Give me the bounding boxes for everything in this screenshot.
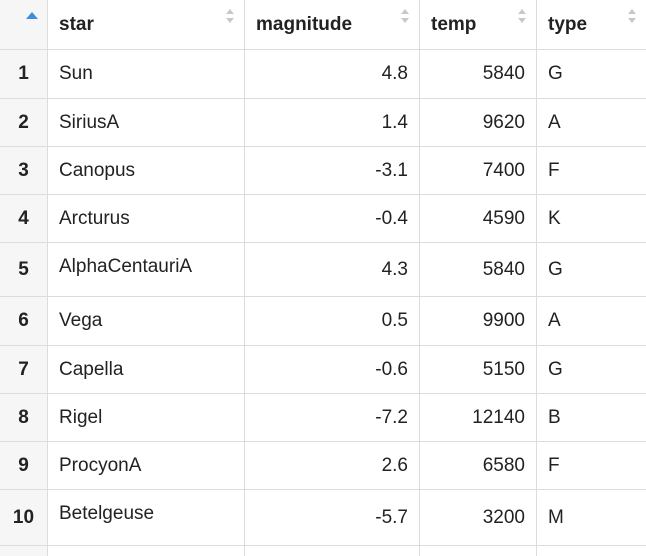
star-cell: Capella	[48, 346, 245, 393]
header-magnitude[interactable]: magnitude	[245, 0, 420, 49]
row-index: 3	[0, 147, 48, 194]
star-cell: Canopus	[48, 147, 245, 194]
header-temp[interactable]: temp	[420, 0, 537, 49]
type-cell: A	[548, 111, 561, 133]
sort-icon	[628, 9, 636, 23]
temp-cell: 4590	[420, 195, 537, 242]
temp-cell: 7400	[420, 147, 537, 194]
type-cell: M	[548, 506, 564, 528]
temp-cell: 5840	[420, 243, 537, 296]
row-index: 5	[0, 243, 48, 296]
header-type[interactable]: type	[537, 0, 646, 49]
header-star-label: star	[59, 13, 94, 35]
sort-ascending-icon	[26, 12, 38, 19]
magnitude-cell: -0.6	[245, 346, 420, 393]
sort-icon	[226, 9, 234, 23]
temp-cell: 6580	[420, 442, 537, 489]
star-cell: Betelgeuse	[48, 490, 245, 545]
footer-magnitude-cell	[245, 546, 420, 556]
magnitude-cell: 4.8	[245, 50, 420, 98]
row-index: 1	[0, 50, 48, 98]
magnitude-cell: 4.3	[245, 243, 420, 296]
table-row: 4 Arcturus -0.4 4590 K	[0, 195, 646, 243]
star-cell: Vega	[48, 297, 245, 345]
magnitude-cell: -3.1	[245, 147, 420, 194]
table-row: 8 Rigel -7.2 12140 B	[0, 394, 646, 442]
table-row: 10 Betelgeuse -5.7 3200 M	[0, 490, 646, 545]
table-row: 2 SiriusA 1.4 9620 A	[0, 99, 646, 147]
type-cell: K	[548, 207, 561, 229]
star-cell: Rigel	[48, 394, 245, 441]
temp-cell: 5150	[420, 346, 537, 393]
footer-star-cell	[48, 546, 245, 556]
table-row: 3 Canopus -3.1 7400 F	[0, 147, 646, 195]
row-index: 6	[0, 297, 48, 345]
header-temp-label: temp	[431, 13, 477, 35]
table-row: 9 ProcyonA 2.6 6580 F	[0, 442, 646, 490]
magnitude-cell: -5.7	[245, 490, 420, 545]
temp-cell: 3200	[420, 490, 537, 545]
star-cell: AlphaCentauriA	[48, 243, 245, 296]
star-cell: Arcturus	[48, 195, 245, 242]
sort-icon	[401, 9, 409, 23]
header-star[interactable]: star	[48, 0, 245, 49]
table-footer-strip	[0, 545, 646, 556]
header-magnitude-label: magnitude	[256, 13, 353, 35]
footer-type-cell	[537, 546, 646, 556]
row-index: 8	[0, 394, 48, 441]
magnitude-cell: 2.6	[245, 442, 420, 489]
row-index: 4	[0, 195, 48, 242]
magnitude-cell: 0.5	[245, 297, 420, 345]
temp-cell: 12140	[420, 394, 537, 441]
table-row: 7 Capella -0.6 5150 G	[0, 346, 646, 394]
table-row: 5 AlphaCentauriA 4.3 5840 G	[0, 243, 646, 297]
temp-cell: 5840	[420, 50, 537, 98]
temp-cell: 9620	[420, 99, 537, 146]
magnitude-cell: 1.4	[245, 99, 420, 146]
temp-cell: 9900	[420, 297, 537, 345]
star-cell: ProcyonA	[48, 442, 245, 489]
star-cell: SiriusA	[48, 99, 245, 146]
type-cell: F	[548, 454, 560, 476]
header-type-label: type	[548, 13, 588, 35]
row-index: 7	[0, 346, 48, 393]
footer-temp-cell	[420, 546, 537, 556]
footer-index-cell	[0, 546, 48, 556]
type-cell: G	[548, 358, 563, 380]
sort-icon	[518, 9, 526, 23]
row-index: 10	[0, 490, 48, 545]
table-row: 1 Sun 4.8 5840 G	[0, 50, 646, 99]
row-index: 2	[0, 99, 48, 146]
table-row: 6 Vega 0.5 9900 A	[0, 297, 646, 346]
magnitude-cell: -0.4	[245, 195, 420, 242]
magnitude-cell: -7.2	[245, 394, 420, 441]
row-index: 9	[0, 442, 48, 489]
type-cell: B	[548, 406, 561, 428]
star-cell: Sun	[48, 50, 245, 98]
type-cell: G	[548, 63, 563, 84]
table-header-row: star magnitude temp type	[0, 0, 646, 50]
type-cell: G	[548, 258, 563, 280]
type-cell: F	[548, 159, 560, 181]
type-cell: A	[548, 310, 561, 331]
header-index[interactable]	[0, 0, 48, 49]
